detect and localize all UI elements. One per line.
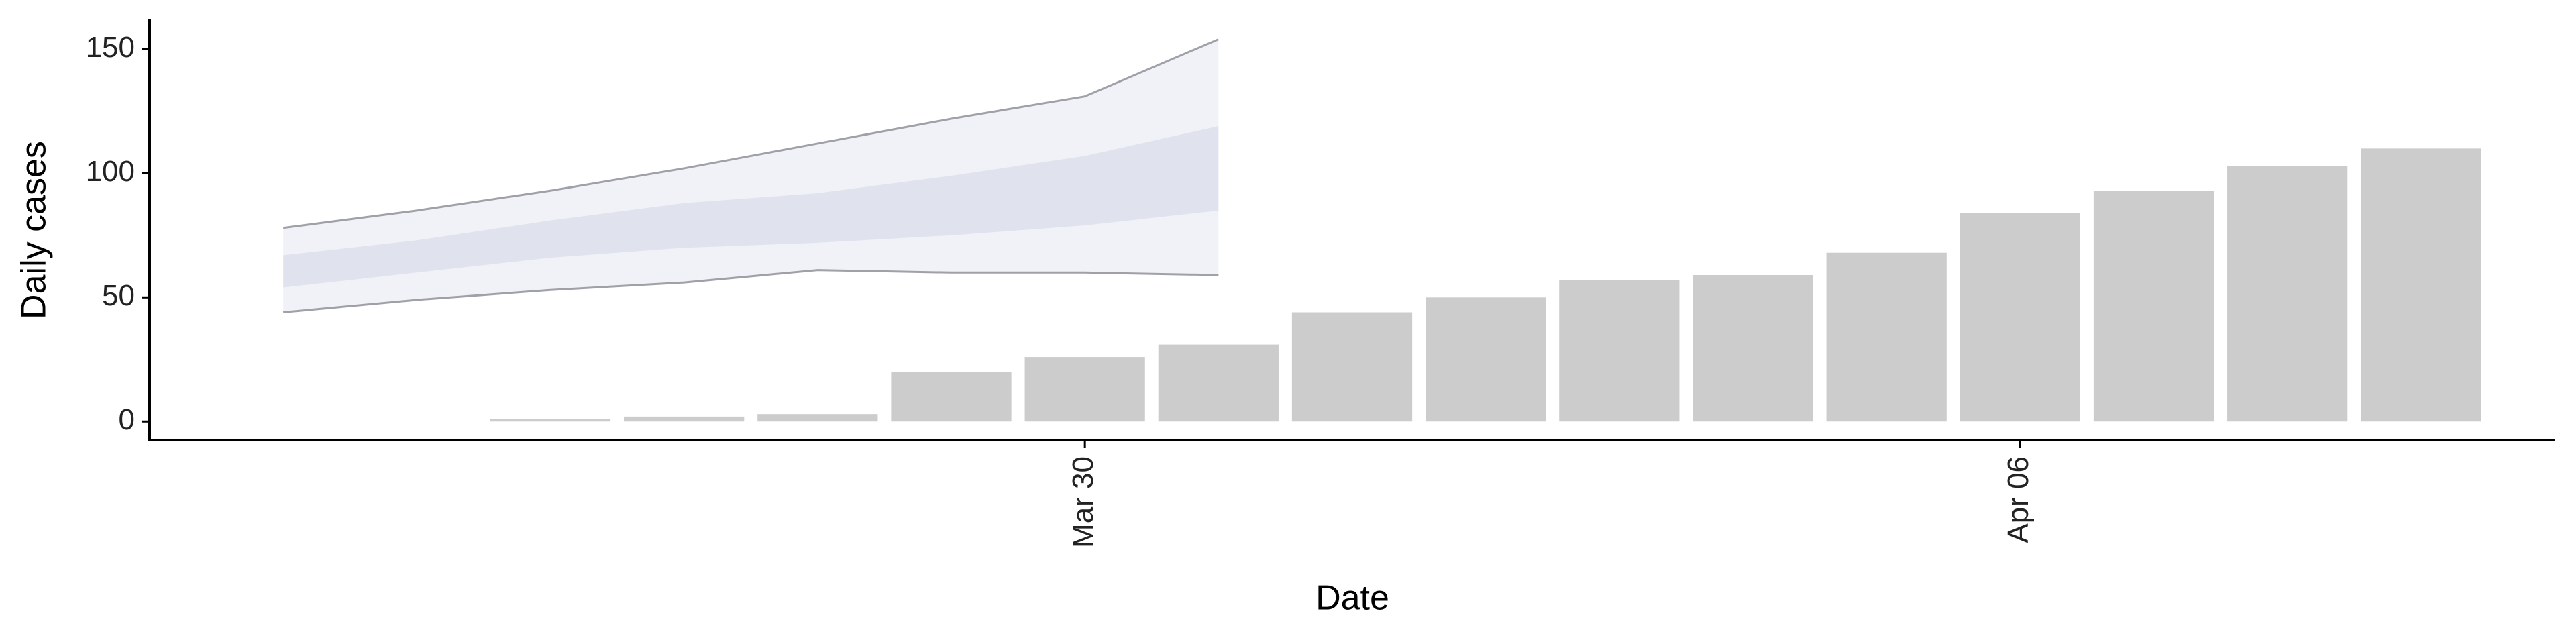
y-tick-label: 150 (86, 31, 135, 64)
y-tick-label: 100 (86, 155, 135, 188)
bar (1826, 252, 1947, 422)
ribbon-edge (283, 269, 1219, 313)
x-tick-label: Apr 06 (2002, 456, 2035, 543)
bar (2093, 191, 2214, 422)
bar (2361, 148, 2481, 422)
ribbon (283, 126, 1219, 288)
bar (2227, 166, 2348, 422)
bar (1426, 297, 1546, 422)
bar (1960, 213, 2080, 422)
plot-area (282, 38, 2481, 422)
y-axis-title: Daily cases (15, 141, 54, 319)
bar (624, 416, 745, 422)
bar (1693, 275, 1813, 422)
bar (1024, 357, 1145, 422)
ribbon-edge (282, 38, 1219, 229)
x-axis-title: Date (1316, 579, 1389, 618)
bar (1291, 312, 1413, 422)
bar (490, 419, 611, 422)
bar (757, 414, 878, 422)
y-tick-label: 0 (119, 403, 135, 436)
bar (1559, 280, 1680, 422)
bar (891, 372, 1012, 422)
bar (1158, 344, 1279, 422)
y-tick-label: 50 (102, 279, 135, 312)
x-tick-label: Mar 30 (1067, 456, 1099, 548)
